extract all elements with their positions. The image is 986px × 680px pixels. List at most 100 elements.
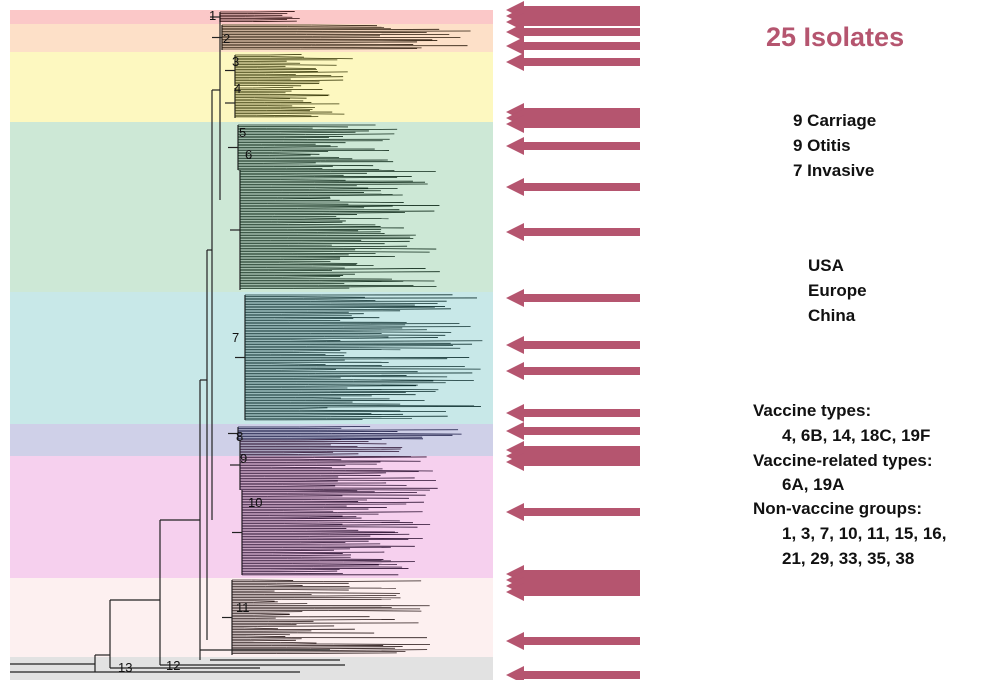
tree-branch: [281, 369, 336, 371]
tree-branch: [290, 339, 341, 341]
tree-branch: [287, 436, 423, 438]
isolate-arrow: [506, 453, 640, 471]
tree-branch: [282, 276, 341, 278]
tree-branch: [331, 437, 423, 440]
isolate-arrow: [506, 103, 640, 121]
tree-branch: [314, 181, 426, 184]
source-carriage: 9 Carriage: [793, 111, 877, 130]
isolate-arrow: [506, 422, 640, 440]
tree-branch: [336, 201, 404, 203]
tree-branch: [294, 489, 358, 492]
tree-branch: [252, 19, 288, 21]
tree-branch: [287, 26, 385, 28]
tree-branch: [281, 313, 364, 315]
clade-label: 2: [223, 31, 230, 46]
clade-label: 13: [118, 660, 132, 675]
tree-branch: [253, 601, 278, 603]
tree-branch: [277, 218, 340, 220]
isolate-arrow: [506, 137, 640, 155]
tree-branch: [310, 647, 396, 650]
tree-branch: [276, 652, 397, 654]
tree-branch: [300, 176, 398, 179]
tree-branch: [308, 384, 418, 386]
tree-branch: [288, 296, 365, 298]
isolate-arrow: [506, 362, 640, 380]
clade-label: 8: [236, 429, 243, 444]
tree-branch: [284, 523, 343, 525]
tree-branch: [280, 517, 362, 520]
non-vaccine-values-2: 21, 29, 33, 35, 38: [782, 549, 915, 568]
region-europe: Europe: [808, 281, 867, 300]
clade-label: 9: [240, 451, 247, 466]
tree-branch: [321, 280, 404, 283]
tree-branch: [323, 442, 387, 445]
tree-branch: [353, 379, 474, 381]
tree-branch: [263, 146, 338, 148]
clade-label: 7: [232, 330, 239, 345]
tree-branch: [280, 108, 313, 110]
tree-branch: [273, 71, 348, 73]
tree-branch: [270, 56, 304, 58]
isolate-arrow: [506, 447, 640, 465]
tree-branch: [276, 41, 418, 43]
clade-label: 11: [236, 600, 250, 615]
isolate-arrow: [506, 503, 640, 521]
tree-branch: [315, 299, 376, 301]
tree-branch: [328, 268, 426, 270]
tree-branch: [269, 94, 330, 96]
tree-branch: [293, 350, 341, 352]
tree-branch: [281, 554, 352, 556]
tree-branch: [301, 240, 410, 243]
tree-branch: [268, 76, 344, 78]
tree-branch: [306, 619, 395, 621]
isolate-arrow: [506, 7, 640, 25]
tree-branch: [290, 271, 440, 273]
tree-branch: [309, 279, 435, 282]
tree-branch: [314, 456, 427, 458]
isolate-arrow: [506, 1, 640, 19]
tree-branch: [304, 217, 389, 220]
tree-branch: [348, 331, 452, 333]
tree-branch: [305, 133, 395, 135]
tree-branch: [306, 592, 400, 594]
tree-branch: [329, 210, 435, 213]
tree-branch: [287, 327, 403, 330]
tree-branch: [268, 54, 302, 56]
clade-label: 4: [234, 81, 241, 96]
tree-branch: [300, 225, 381, 227]
tree-branch: [333, 643, 431, 646]
tree-branch: [293, 79, 344, 81]
tree-branch: [283, 451, 334, 454]
clade-label: 1: [209, 8, 216, 23]
tree-branch: [271, 466, 333, 469]
tree-branch: [267, 203, 349, 205]
tree-branch: [286, 646, 403, 648]
tree-branch: [316, 366, 465, 368]
tree-branch: [302, 47, 422, 49]
tree-branch: [267, 584, 303, 586]
region-usa: USA: [808, 256, 844, 275]
isolate-arrow: [506, 336, 640, 354]
tree-branch: [301, 390, 436, 392]
tree-branch: [323, 489, 430, 491]
tree-branch: [263, 162, 316, 164]
isolate-arrow: [506, 404, 640, 422]
isolate-arrow: [506, 583, 640, 601]
tree-branch: [325, 594, 397, 597]
isolate-arrow: [506, 178, 640, 196]
tree-branch: [272, 480, 338, 482]
clade-label: 5: [239, 125, 246, 140]
tree-branch: [318, 521, 413, 524]
tree-branch: [343, 248, 437, 250]
region-china: China: [808, 306, 856, 325]
tree-branch: [326, 472, 387, 474]
tree-branch: [244, 627, 279, 630]
tree-branch: [308, 516, 357, 518]
tree-branch: [277, 221, 343, 224]
isolate-arrow: [506, 571, 640, 589]
clade-label: 3: [232, 54, 239, 69]
isolates-title: 25 Isolates: [766, 22, 905, 52]
tree-branch: [282, 484, 407, 486]
